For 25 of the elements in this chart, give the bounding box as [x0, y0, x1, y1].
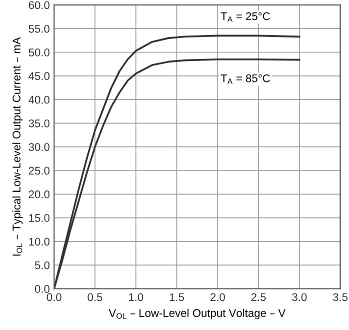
annotation: T$_{A}$ = 85°C [220, 74, 270, 84]
x-tick-label: 2.5 [251, 293, 266, 302]
y-tick-label: 60.0 [28, 1, 50, 10]
x-tick-label: 0.5 [88, 293, 102, 302]
x-axis-title: V$_{OL}$ – Low-Level Output Voltage – V [108, 308, 286, 320]
y-tick-label: 25.0 [28, 166, 50, 175]
y-tick-label: 55.0 [28, 24, 50, 33]
y-tick-label: 30.0 [28, 143, 50, 151]
x-tick-label: 1.5 [170, 293, 184, 302]
y-tick-label: 20.0 [28, 190, 50, 198]
y-axis-title: I$_{OL}$ – Typical Low-Level Output Current – mA [12, 37, 23, 256]
y-tick-label: 15.0 [29, 214, 50, 222]
y-tick-label: 45.0 [28, 72, 50, 80]
y-tick-label: 40.0 [28, 96, 50, 104]
x-tick-label: 2.0 [210, 293, 225, 302]
x-tick-label: 1.0 [128, 293, 144, 302]
y-tick-label: 35.0 [28, 119, 50, 128]
y-tick-label: 5.0 [34, 261, 50, 270]
x-tick-label: 0.0 [46, 293, 62, 302]
y-tick-label: 10.0 [29, 238, 50, 246]
y-tick-label: 50.0 [28, 48, 50, 56]
x-tick-label: 3.0 [292, 293, 307, 302]
annotation: T$_{A}$ = 25°C [220, 12, 270, 22]
y-tick-label: 0.0 [34, 285, 50, 293]
x-tick-label: 3.5 [332, 293, 348, 302]
